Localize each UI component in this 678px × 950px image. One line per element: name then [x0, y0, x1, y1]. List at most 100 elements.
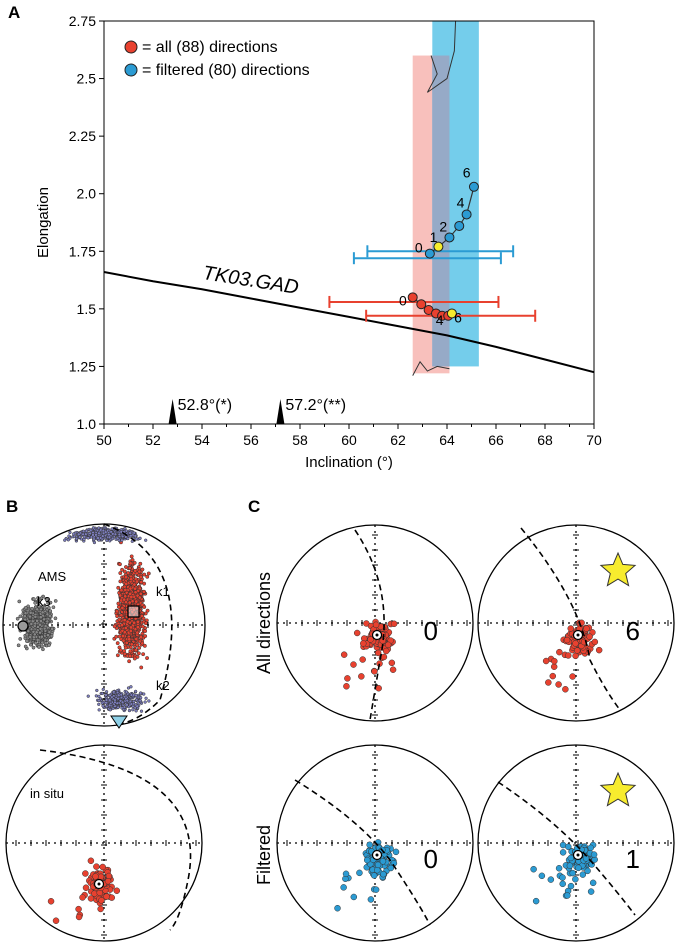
direction-dot	[116, 585, 121, 590]
direction-dot	[147, 699, 151, 703]
direction-dot	[142, 605, 147, 609]
direction-dot	[113, 532, 118, 536]
direction-dot	[104, 693, 108, 697]
direction-dot	[120, 538, 124, 542]
direction-dot	[104, 701, 108, 705]
direction-dot	[87, 857, 95, 865]
direction-dot	[128, 629, 133, 633]
direction-dot	[82, 870, 89, 877]
direction-dot	[77, 532, 81, 536]
x-tick-label: 56	[243, 432, 259, 448]
k3-marker	[17, 620, 29, 632]
direction-dot	[53, 599, 58, 603]
direction-dot	[117, 634, 122, 639]
direction-dot	[84, 529, 89, 533]
direction-dot	[118, 579, 123, 584]
direction-dot	[82, 535, 87, 539]
direction-dot	[97, 905, 104, 913]
direction-dot	[43, 638, 48, 642]
direction-dot	[35, 638, 40, 642]
direction-dot	[104, 877, 112, 885]
direction-dot	[387, 864, 395, 872]
direction-dot	[135, 537, 139, 541]
direction-dot	[384, 641, 392, 649]
direction-dot	[99, 863, 106, 871]
direction-dot	[569, 869, 576, 877]
direction-dot	[136, 651, 141, 656]
mean-direction-dot	[576, 853, 580, 857]
direction-dot	[538, 872, 546, 880]
direction-dot	[140, 567, 145, 572]
direction-dot	[115, 609, 119, 614]
direction-dot	[117, 693, 121, 697]
point-label: 1	[430, 229, 438, 245]
direction-dot	[28, 610, 33, 615]
c-great-circle-1	[520, 527, 621, 711]
direction-dot	[359, 656, 366, 663]
direction-dot	[134, 637, 139, 641]
direction-dot	[555, 681, 562, 688]
direction-dot	[132, 656, 137, 661]
direction-dot	[104, 698, 109, 702]
direction-dot	[36, 601, 41, 606]
c-great-circle-2	[294, 779, 431, 926]
direction-dot	[38, 630, 42, 635]
direction-dot	[81, 529, 86, 533]
direction-dot	[120, 623, 124, 628]
direction-dot	[550, 663, 558, 670]
direction-dot	[563, 636, 571, 644]
direction-dot	[135, 630, 140, 635]
direction-dot	[37, 645, 41, 649]
direction-dot	[105, 704, 109, 709]
direction-dot	[565, 843, 572, 851]
direction-dot	[101, 534, 105, 538]
direction-dot	[138, 698, 142, 703]
direction-dot	[380, 870, 387, 878]
marker-triangle-1	[276, 399, 285, 424]
direction-dot	[587, 888, 595, 895]
direction-dot	[126, 686, 131, 690]
direction-dot	[38, 615, 43, 620]
direction-dot	[26, 619, 31, 624]
marker-triangle-0	[168, 399, 177, 424]
direction-dot	[547, 876, 555, 883]
direction-dot	[122, 705, 127, 709]
direction-dot	[556, 648, 563, 656]
direction-dot	[128, 649, 133, 654]
direction-dot	[112, 624, 117, 629]
direction-dot	[129, 534, 133, 538]
x-tick-label: 54	[194, 432, 210, 448]
direction-dot	[132, 582, 137, 587]
direction-dot	[530, 865, 537, 873]
direction-dot	[47, 630, 52, 634]
direction-dot	[127, 708, 132, 713]
direction-dot	[139, 614, 144, 618]
direction-dot	[91, 526, 96, 530]
direction-dot	[47, 605, 51, 610]
direction-dot	[567, 854, 575, 862]
x-tick-label: 52	[145, 432, 161, 448]
direction-dot	[115, 653, 120, 658]
direction-dot	[25, 632, 29, 637]
direction-dot	[96, 536, 100, 540]
direction-dot	[75, 913, 83, 921]
mean-direction-dot	[375, 633, 379, 637]
x-tick-label: 70	[586, 432, 602, 448]
direction-dot	[118, 648, 123, 653]
legend-label-0: = all (88) directions	[142, 39, 278, 56]
band-edge	[426, 20, 457, 93]
direction-dot	[134, 693, 138, 698]
direction-dot	[95, 688, 99, 693]
direction-dot	[72, 532, 76, 536]
y-tick-label: 2.0	[77, 186, 97, 202]
direction-dot	[28, 635, 33, 639]
c-great-circle-0	[354, 529, 385, 721]
direction-dot	[98, 697, 103, 701]
direction-dot	[23, 644, 28, 649]
direction-dot	[75, 905, 82, 913]
tk03-label: TK03.GAD	[201, 262, 300, 299]
direction-dot	[129, 554, 134, 559]
direction-dot	[135, 642, 140, 647]
direction-dot	[124, 690, 129, 694]
direction-dot	[87, 895, 95, 902]
